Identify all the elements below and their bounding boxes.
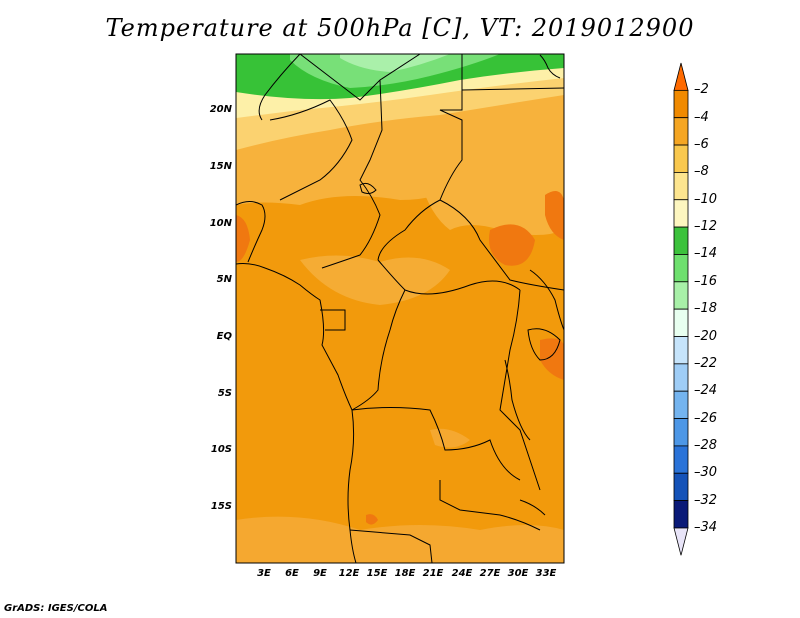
lon-label-12e: 12E: [334, 568, 364, 579]
colorbar-swatch: [674, 309, 688, 336]
colorbar-label: –2: [694, 83, 709, 97]
colorbar-label: –6: [694, 138, 709, 152]
colorbar-swatch: [674, 473, 688, 500]
lat-label-5n: 5N: [192, 274, 232, 285]
lat-label-15n: 15N: [192, 161, 232, 172]
colorbar-swatch: [674, 200, 688, 227]
lon-label-9e: 9E: [305, 568, 335, 579]
lon-label-24e: 24E: [447, 568, 477, 579]
lat-label-10n: 10N: [192, 218, 232, 229]
colorbar-label: –32: [694, 494, 717, 508]
colorbar-swatch: [674, 528, 688, 555]
colorbar-label: –34: [694, 521, 717, 535]
lon-label-27e: 27E: [475, 568, 505, 579]
colorbar-swatch: [674, 63, 688, 90]
lat-label-15s: 15S: [192, 501, 232, 512]
lat-label-10s: 10S: [192, 444, 232, 455]
colorbar-swatch: [674, 391, 688, 418]
colorbar-swatch: [674, 118, 688, 145]
colorbar-label: –30: [694, 466, 717, 480]
lon-label-18e: 18E: [390, 568, 420, 579]
colorbar-label: –16: [694, 275, 717, 289]
colorbar-label: –26: [694, 412, 717, 426]
colorbar: [674, 63, 688, 555]
colorbar-swatch: [674, 254, 688, 281]
lon-label-30e: 30E: [503, 568, 533, 579]
temperature-field: [236, 54, 564, 563]
colorbar-label: –10: [694, 193, 717, 207]
lat-label-eq: EQ: [192, 331, 232, 342]
lon-label-21e: 21E: [418, 568, 448, 579]
colorbar-label: –20: [694, 330, 717, 344]
lon-label-33e: 33E: [531, 568, 561, 579]
lon-label-15e: 15E: [362, 568, 392, 579]
colorbar-label: –14: [694, 247, 717, 261]
colorbar-swatch: [674, 282, 688, 309]
colorbar-label: –4: [694, 111, 709, 125]
colorbar-swatch: [674, 364, 688, 391]
colorbar-swatch: [674, 90, 688, 117]
colorbar-label: –24: [694, 384, 717, 398]
lat-label-20n: 20N: [192, 104, 232, 115]
colorbar-label: –8: [694, 165, 709, 179]
colorbar-swatch: [674, 145, 688, 172]
colorbar-swatch: [674, 227, 688, 254]
colorbar-swatch: [674, 172, 688, 199]
colorbar-label: –22: [694, 357, 717, 371]
grads-credit: GrADS: IGES/COLA: [4, 603, 107, 614]
colorbar-label: –18: [694, 302, 717, 316]
colorbar-label: –12: [694, 220, 717, 234]
lon-label-3e: 3E: [249, 568, 279, 579]
colorbar-swatch: [674, 337, 688, 364]
colorbar-swatch: [674, 501, 688, 528]
lon-label-6e: 6E: [277, 568, 307, 579]
colorbar-swatch: [674, 446, 688, 473]
colorbar-swatch: [674, 419, 688, 446]
colorbar-label: –28: [694, 439, 717, 453]
lat-label-5s: 5S: [192, 388, 232, 399]
